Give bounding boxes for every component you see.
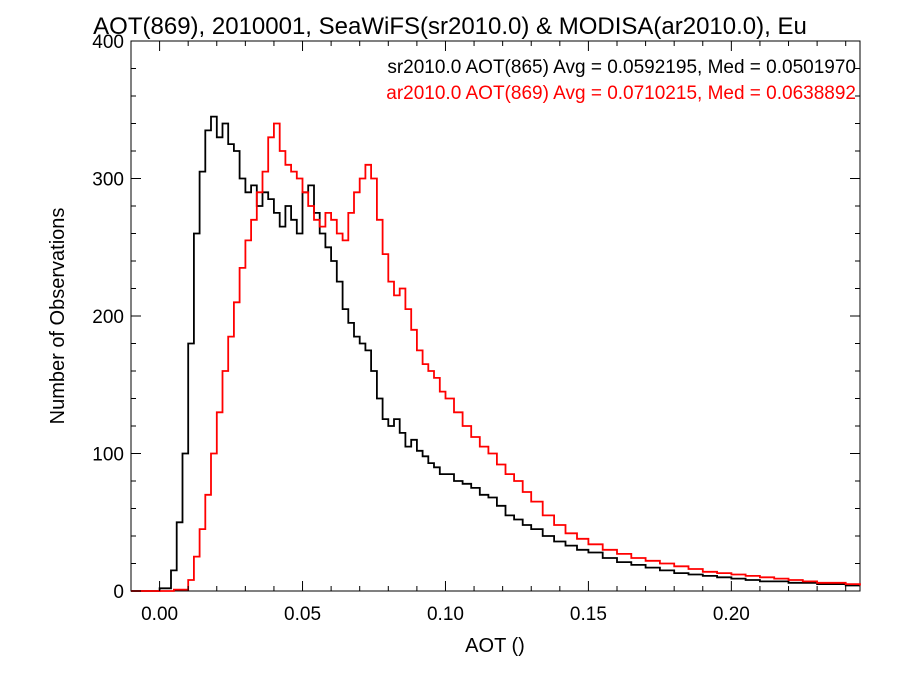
- x-axis-label: AOT (): [465, 635, 525, 657]
- y-tick-label: 300: [92, 170, 124, 191]
- series-sr2010-line: [131, 115, 860, 592]
- chart-title: AOT(869), 2010001, SeaWiFS(sr2010.0) & M…: [93, 13, 807, 40]
- y-tick-label: 100: [92, 445, 124, 466]
- legend-entry-sr2010: sr2010.0 AOT(865) Avg = 0.0592195, Med =…: [387, 57, 856, 78]
- x-tick-label: 0.05: [284, 604, 321, 625]
- x-tick-label: 0.00: [141, 604, 178, 625]
- plot-frame: [130, 40, 861, 592]
- series-ar2010-line: [131, 122, 861, 592]
- x-tick-label: 0.10: [427, 604, 464, 625]
- y-tick-label: 0: [113, 582, 124, 603]
- x-tick-label: 0.15: [570, 604, 607, 625]
- legend-entry-ar2010: ar2010.0 AOT(869) Avg = 0.0710215, Med =…: [386, 83, 856, 104]
- y-tick-label: 200: [92, 307, 124, 328]
- axes-layer: 0.00 0.05 0.10 0.15 0.20 0 100 200 300 400: [92, 32, 860, 625]
- x-tick-label: 0.20: [713, 604, 750, 625]
- series-layer: [131, 115, 861, 592]
- y-axis-label: Number of Observations: [47, 208, 69, 425]
- y-tick-label: 400: [92, 32, 124, 53]
